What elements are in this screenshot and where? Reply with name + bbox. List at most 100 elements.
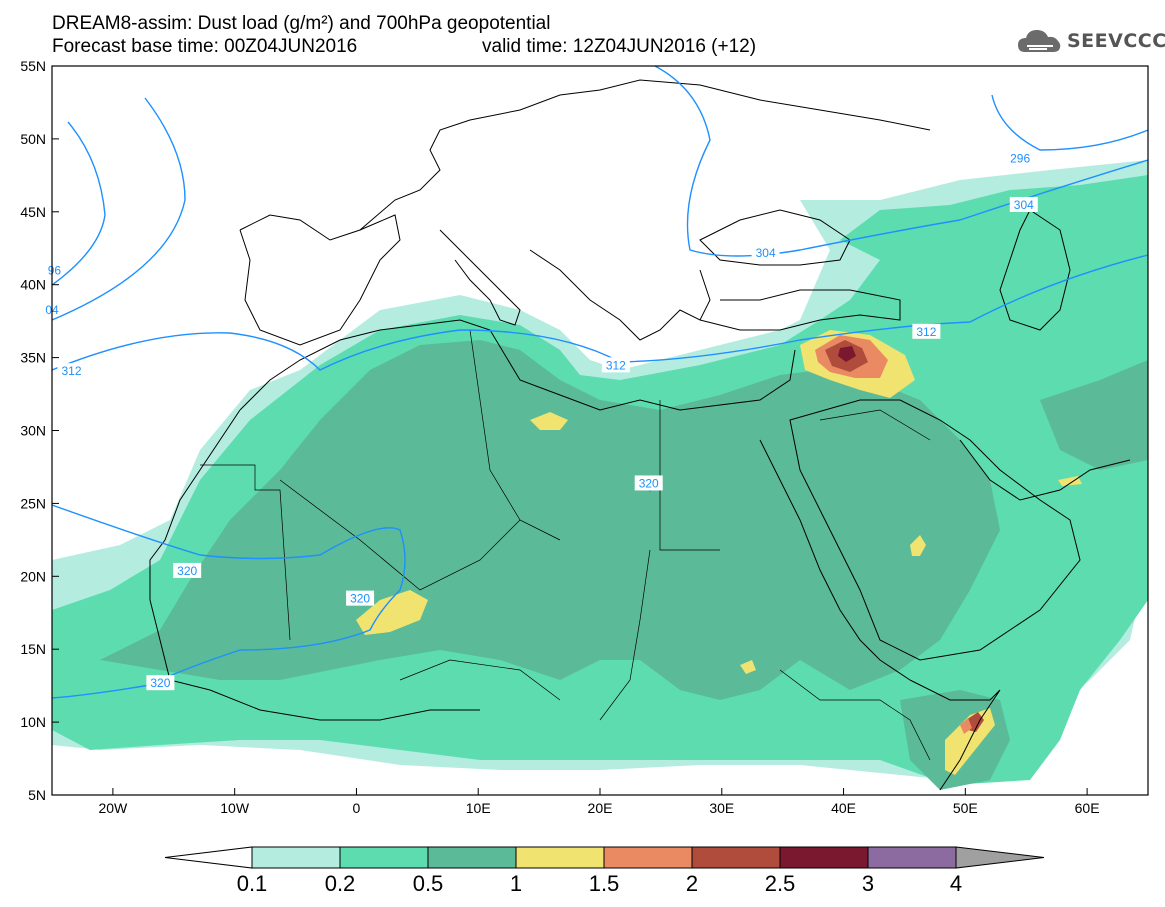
lon-tick-label: 60E — [1075, 800, 1100, 816]
contour-label-bg — [57, 363, 86, 379]
arabia — [789, 399, 1081, 661]
lat-tick-label: 5N — [28, 787, 46, 803]
dust-level-1-saudi — [910, 535, 926, 556]
colorbar-label: 3 — [862, 871, 874, 896]
lat-tick-label: 20N — [20, 568, 46, 584]
lon-tick-label: 40E — [831, 800, 856, 816]
contour-label: 96 — [48, 264, 62, 278]
colorbar-label: 2 — [686, 871, 698, 896]
lon-tick-label: 20E — [588, 800, 613, 816]
colorbar-high-triangle — [955, 846, 1045, 869]
lat-tick-label: 10N — [20, 714, 46, 730]
colorbar-segment — [427, 846, 517, 869]
colorbar-label: 1 — [510, 871, 522, 896]
contour-label: 304 — [756, 246, 776, 260]
lon-tick-label: 10E — [466, 800, 491, 816]
contour-296-east — [991, 94, 1148, 151]
lon-tick-label: 10W — [220, 800, 250, 816]
contour-label-bg — [751, 245, 780, 261]
colorbar-label: 1.5 — [589, 871, 620, 896]
dust-level-2.5-iraq — [838, 346, 856, 362]
contour-label: 312 — [916, 325, 936, 339]
coastlines — [149, 79, 1131, 791]
colorbar-segment — [867, 846, 957, 869]
lon-tick-label: 20W — [98, 800, 128, 816]
colorbar-label: 0.5 — [413, 871, 444, 896]
lat-tick-label: 25N — [20, 495, 46, 511]
contour-label: 320 — [177, 564, 197, 578]
dust-level-1-somalia — [945, 708, 995, 775]
contour-label: 320 — [350, 592, 370, 606]
contour-label-bg — [146, 675, 175, 691]
cloud-icon — [1018, 30, 1061, 52]
lat-tick-label: 40N — [20, 277, 46, 293]
border-mali-algeria — [279, 479, 521, 591]
contour-label: 320 — [150, 676, 170, 690]
lat-tick-label: 30N — [20, 423, 46, 439]
border-chad-sudan — [599, 549, 651, 721]
border-ethiopia — [779, 669, 931, 761]
lat-tick-label: 50N — [20, 131, 46, 147]
dust-shading — [52, 160, 1148, 790]
contour-label-bg — [1009, 196, 1038, 212]
italy — [439, 229, 521, 326]
colorbar-label: 2.5 — [765, 871, 796, 896]
seevccc-logo: SEEVCCC — [1017, 26, 1165, 56]
persian-gulf — [959, 439, 1131, 501]
border-saudi-iraq — [819, 409, 931, 441]
colorbar-label: 0.1 — [237, 871, 268, 896]
contour-label-bg — [601, 357, 630, 373]
valid-time: valid time: 12Z04JUN2016 (+12) — [482, 36, 757, 57]
west-africa-coast — [149, 409, 480, 721]
dust-level-1-libya — [530, 412, 568, 430]
caspian-sea — [999, 209, 1071, 331]
lon-tick-label: 50E — [953, 800, 978, 816]
lat-tick-label: 45N — [20, 204, 46, 220]
lat-tick-label: 35N — [20, 350, 46, 366]
contour-296-west — [52, 121, 106, 286]
logo-text: SEEVCCC — [1067, 30, 1165, 52]
contour-label-bg — [173, 562, 202, 578]
lat-tick-label: 15N — [20, 641, 46, 657]
contour-label: 320 — [639, 476, 659, 490]
border-niger-nigeria — [399, 659, 561, 701]
turkey — [699, 289, 901, 331]
contour-304-west — [52, 97, 186, 321]
lat-tick-label: 55N — [20, 58, 46, 74]
balkans-greece — [529, 249, 711, 341]
colorbar-segment — [251, 846, 341, 869]
horn-of-africa — [909, 679, 1001, 791]
contour-label: 312 — [606, 358, 626, 372]
contour-312 — [52, 254, 1148, 371]
lon-tick-label: 30E — [709, 800, 734, 816]
colorbar-low-triangle — [164, 846, 253, 869]
border-algeria-libya — [469, 329, 561, 541]
map-title: DREAM8-assim: Dust load (g/m²) and 700hP… — [52, 13, 551, 34]
contour-label: 304 — [1014, 198, 1034, 212]
colorbar-label: 4 — [950, 871, 962, 896]
contour-label: 296 — [1010, 151, 1030, 165]
country-borders — [200, 329, 931, 761]
contour-label-bg — [346, 590, 375, 606]
axis-ticks: 20W 10W 0 10E 20E 30E 40E 50E 60E 5N 10N 15N 20N 25N 3… — [20, 58, 1099, 816]
contour-label-bg — [634, 475, 663, 491]
colorbar-label: 0.2 — [325, 871, 356, 896]
dust-level-1-gulf — [1058, 476, 1082, 486]
black-sea — [699, 209, 851, 266]
lon-tick-label: 0 — [353, 800, 361, 816]
contour-label: 312 — [61, 364, 81, 378]
border-mauritania — [200, 464, 291, 641]
colorbar-segment — [691, 846, 781, 869]
forecast-base-time: Forecast base time: 00Z04JUN2016 — [52, 36, 358, 57]
colorbar-segment — [779, 846, 869, 869]
contour-label-bg — [912, 323, 941, 339]
dust-level-0.5 — [100, 340, 1000, 700]
contour-320-west — [52, 504, 406, 699]
colorbar-segment — [603, 846, 693, 869]
colorbar-segment — [515, 846, 605, 869]
colorbar-segment — [339, 846, 429, 869]
europe-coastline — [239, 79, 931, 241]
north-africa-coast — [239, 319, 796, 411]
